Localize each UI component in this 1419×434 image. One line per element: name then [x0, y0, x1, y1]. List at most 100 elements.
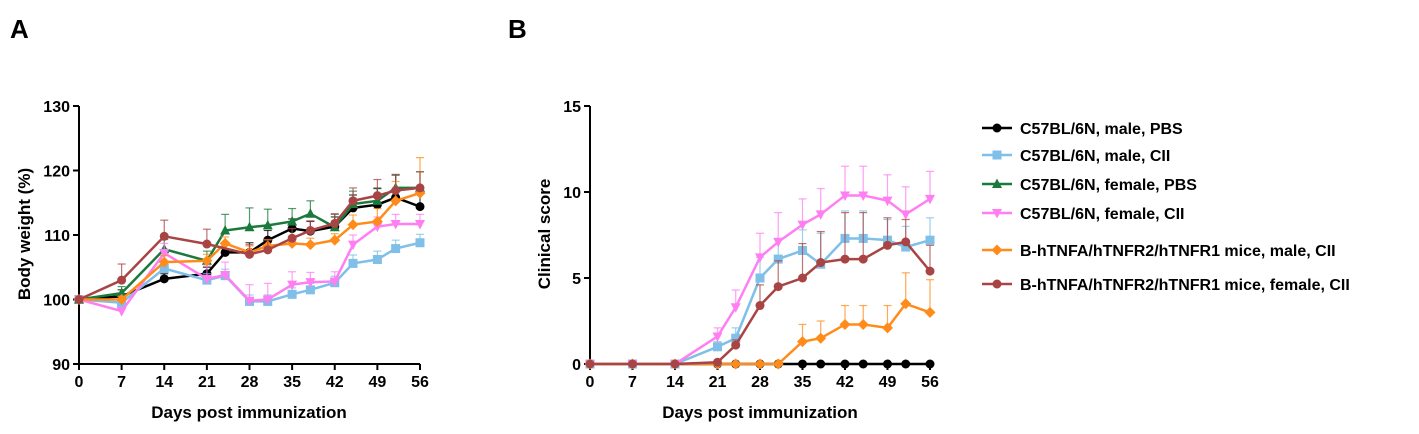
panel-a-body-weight-chart: Body weight (%) Days post immunization 0… [15, 99, 429, 422]
data-point [348, 196, 358, 206]
series-line [590, 240, 931, 366]
data-point [220, 224, 231, 235]
data-point [330, 218, 340, 228]
x-tick-label: 21 [709, 374, 727, 391]
x-tick-label: 35 [283, 374, 301, 391]
data-point [840, 359, 850, 369]
data-point [730, 303, 741, 313]
data-point [159, 264, 169, 274]
x-tick-label: 49 [368, 374, 386, 391]
data-point [731, 333, 741, 343]
data-point [713, 357, 722, 367]
series-line [590, 194, 931, 366]
data-point [372, 255, 382, 265]
data-point [329, 277, 340, 287]
data-point [840, 254, 850, 264]
series-f_pbs [74, 171, 425, 304]
legend-marker [992, 178, 1002, 188]
x-tick-label: 0 [586, 374, 595, 391]
data-point [730, 358, 742, 370]
series-line [78, 186, 420, 301]
legend-marker [992, 150, 1002, 160]
x-tick-label: 28 [751, 374, 769, 391]
data-point [390, 195, 402, 207]
data-point [287, 233, 297, 243]
data-point [201, 274, 212, 285]
y-tick-label: 5 [572, 271, 581, 288]
legend-marker [992, 123, 1002, 133]
data-point [391, 185, 401, 195]
x-tick-label: 56 [921, 374, 939, 391]
data-point [858, 191, 869, 201]
x-tick-label: 14 [155, 374, 173, 391]
data-point [159, 274, 169, 284]
data-point [116, 287, 127, 298]
data-point [74, 295, 84, 304]
data-point [798, 359, 807, 369]
series-tg_f_cii [74, 171, 425, 304]
x-tick-label: 21 [198, 374, 216, 391]
data-point [244, 296, 255, 307]
y-tick-label: 0 [572, 357, 581, 374]
x-tick-label: 42 [836, 374, 854, 391]
data-point [372, 222, 383, 233]
data-point [883, 240, 892, 250]
data-point [391, 244, 401, 254]
data-point [287, 289, 297, 299]
legend-label: B-hTNFA/hTNFR2/hTNFR1 mice, male, CII [1020, 243, 1336, 260]
data-point [713, 342, 722, 352]
data-point [263, 245, 273, 255]
legend-marker [992, 209, 1002, 219]
data-point [925, 266, 935, 276]
series-tg_f_cii [585, 212, 935, 369]
data-point [415, 202, 425, 212]
data-point [755, 273, 765, 283]
x-tick-label: 28 [241, 374, 259, 391]
legend-label: C57BL/6N, male, CII [1020, 148, 1170, 165]
data-point [840, 191, 850, 201]
data-point [816, 258, 826, 268]
legend-entry-m_pbs: C57BL/6N, male, PBS [982, 121, 1183, 138]
data-point [839, 318, 851, 330]
data-point [798, 273, 807, 283]
data-point [857, 318, 869, 330]
data-point [755, 253, 765, 263]
data-point [628, 359, 637, 369]
x-tick-label: 14 [666, 374, 684, 391]
y-tick-label: 120 [43, 164, 70, 181]
data-point [116, 294, 128, 305]
data-point [772, 358, 784, 370]
legend-entry-m_cii: C57BL/6N, male, CII [982, 148, 1170, 165]
legend-entry-f_cii: C57BL/6N, female, CII [982, 206, 1185, 223]
y-tick-label: 130 [43, 99, 70, 116]
data-point [202, 239, 212, 249]
panel-b-letter: B [508, 14, 527, 44]
data-point [287, 280, 298, 291]
data-point [797, 336, 808, 348]
legend-label: B-hTNFA/hTNFR2/hTNFR1 mice, female, CII [1020, 277, 1350, 294]
y-tick-label: 90 [52, 357, 70, 374]
data-point [159, 231, 169, 241]
legend-marker [992, 279, 1002, 289]
x-tick-label: 7 [628, 374, 637, 391]
data-point [901, 242, 911, 252]
data-point [390, 220, 401, 230]
data-point [305, 208, 316, 218]
legend-label: C57BL/6N, female, CII [1020, 206, 1185, 223]
panel-a-y-axis-title: Body weight (%) [15, 168, 34, 300]
data-point [371, 215, 383, 227]
data-point [882, 322, 893, 334]
panel-b-x-axis-title: Days post immunization [662, 403, 858, 422]
data-point [347, 219, 359, 231]
data-point [219, 237, 231, 249]
panel-a-x-axis-title: Days post immunization [151, 403, 347, 422]
data-point [815, 210, 826, 220]
data-point [858, 359, 868, 369]
data-point [773, 254, 783, 264]
data-point [900, 210, 911, 220]
legend-entry-tg_m_cii: B-hTNFA/hTNFR2/hTNFR1 mice, male, CII [982, 243, 1336, 260]
data-point [348, 240, 359, 251]
data-point [924, 306, 936, 318]
data-point [858, 254, 868, 264]
